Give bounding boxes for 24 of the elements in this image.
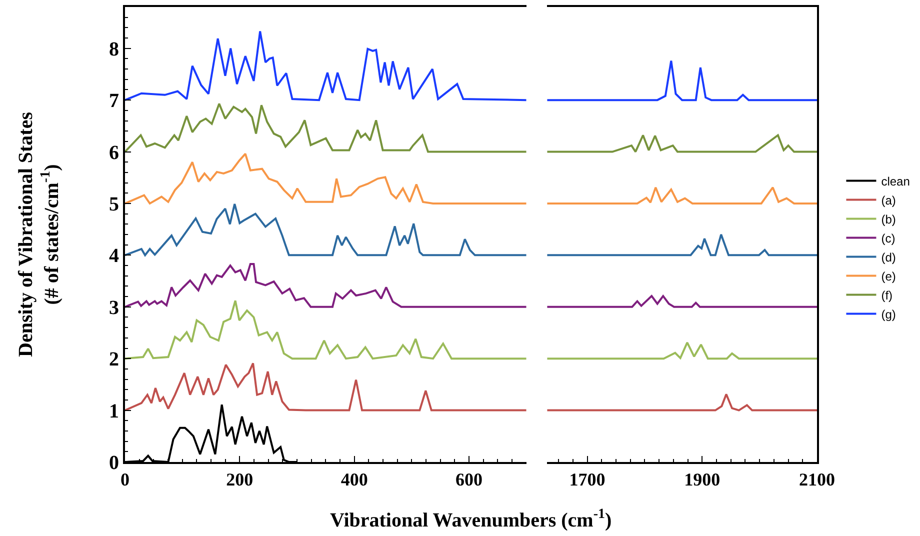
legend-label: (a) — [881, 193, 896, 208]
x-axis-title: Vibrational Wavenumbers (cm$^{-1}$) — [330, 507, 612, 532]
legend-label: (b) — [881, 212, 896, 226]
y-tick-label: 3 — [109, 296, 119, 319]
y-tick-label: 6 — [109, 142, 119, 164]
y-tick-label: 0 — [109, 452, 119, 474]
x-tick-label: 200 — [226, 470, 254, 490]
legend-label: (e) — [881, 269, 896, 284]
legend-label: (f) — [881, 288, 893, 302]
legend-label: (g) — [881, 307, 896, 322]
x-tick-label: 1900 — [684, 470, 720, 490]
x-tick-label: 2100 — [799, 470, 835, 490]
y-tick-label: 4 — [109, 245, 119, 268]
y-tick-label: 2 — [109, 348, 119, 371]
y-tick-label: 5 — [109, 193, 119, 216]
y-tick-label: 8 — [109, 38, 119, 60]
legend-label: (d) — [881, 250, 896, 264]
x-tick-label: 600 — [456, 470, 483, 490]
y-tick-label: 1 — [109, 400, 119, 422]
y-tick-label: 7 — [109, 90, 119, 112]
legend-label: (c) — [881, 231, 896, 246]
x-tick-label: 400 — [340, 470, 368, 490]
x-tick-label: 1700 — [569, 470, 606, 490]
legend-label: clean — [881, 174, 910, 188]
